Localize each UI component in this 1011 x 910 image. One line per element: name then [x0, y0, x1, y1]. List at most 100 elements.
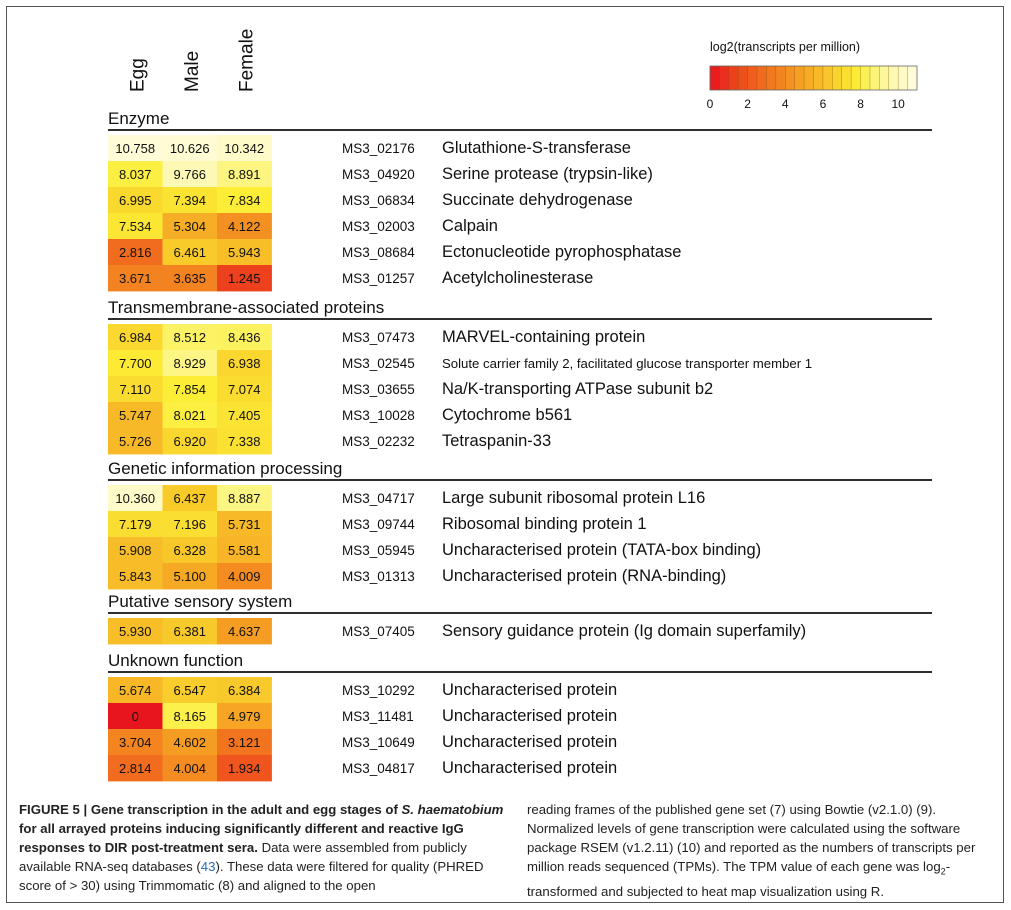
legend-tick-label: 2	[744, 97, 751, 111]
heatmap-cell	[108, 187, 163, 214]
heatmap-cell	[217, 187, 272, 214]
heatmap-cell	[162, 213, 218, 240]
gene-name: Cytochrome b561	[442, 406, 572, 424]
cell-value-label: 5.908	[119, 543, 152, 558]
cell-value-label: 7.338	[228, 434, 261, 449]
gene-name: Uncharacterised protein	[442, 759, 617, 777]
gene-id: MS3_08684	[342, 245, 415, 260]
gene-id: MS3_10292	[342, 683, 415, 698]
column-header-egg: Egg	[127, 58, 148, 92]
legend-border	[709, 65, 918, 91]
legend-swatch	[766, 66, 777, 90]
heatmap-cell	[108, 161, 163, 188]
cell-value-label: 7.405	[228, 408, 261, 423]
gene-id: MS3_02003	[342, 219, 415, 234]
legend-title: log2(transcripts per million)	[710, 40, 860, 54]
cell-value-label: 6.995	[119, 193, 152, 208]
heatmap-row: 5.843 5.100 4.009 MS3_01313 Uncharacterised …	[108, 563, 726, 590]
heatmap-cell	[162, 376, 218, 403]
caption-subscript: 2	[940, 866, 946, 877]
heatmap-cell	[217, 563, 272, 590]
caption-ref-link[interactable]: 43	[200, 859, 216, 874]
gene-name: Calpain	[442, 217, 498, 235]
heatmap-cell	[162, 511, 218, 538]
cell-value-label: 5.304	[173, 219, 206, 234]
cell-value-label: 1.245	[228, 271, 261, 286]
cell-value-label: 7.394	[173, 193, 206, 208]
gene-name: Uncharacterised protein	[442, 733, 617, 751]
group-putative-sensory-system: Putative sensory system 5.930 6.381 4.637 MS…	[108, 592, 932, 645]
heatmap-cell	[108, 213, 163, 240]
heatmap-cell	[162, 618, 218, 645]
legend-tick-label: 10	[892, 97, 906, 111]
gene-id: MS3_04717	[342, 491, 415, 506]
gene-name: Na/K-transporting ATPase subunit b2	[442, 380, 713, 398]
gene-id: MS3_07405	[342, 624, 415, 639]
heatmap-cell	[108, 537, 163, 564]
heatmap-cell	[162, 563, 218, 590]
heatmap-row: 10.360 6.437 8.887 MS3_04717 Large subunit r…	[108, 485, 705, 512]
cell-value-label: 6.984	[119, 330, 152, 345]
heatmap-row: 10.758 10.626 10.342 MS3_02176 Glutathione-S…	[108, 135, 631, 162]
cell-value-label: 8.436	[228, 330, 261, 345]
heatmap-cell	[217, 537, 272, 564]
caption-right-text-2: -transformed and subjected to heat map v…	[527, 859, 951, 899]
heatmap-cell	[217, 265, 272, 292]
caption-species: S. haematobium	[401, 802, 504, 817]
column-header-female: Female	[236, 29, 257, 92]
heatmap-row: 3.671 3.635 1.245 MS3_01257 Acetylcholineste…	[108, 265, 593, 292]
cell-value-label: 4.122	[228, 219, 261, 234]
legend-swatch	[710, 66, 720, 90]
cell-value-label: 5.674	[119, 683, 152, 698]
heatmap-cell	[217, 428, 272, 455]
heatmap-cell	[217, 135, 272, 162]
group-transmembrane-associated-proteins: Transmembrane-associated proteins 6.984 8.…	[108, 298, 932, 455]
heatmap-cell	[108, 677, 163, 704]
heatmap-cell	[217, 485, 272, 512]
cell-value-label: 8.165	[173, 709, 206, 724]
heatmap-row: 5.930 6.381 4.637 MS3_07405 Sensory guidance…	[108, 618, 806, 645]
heatmap-row: 7.179 7.196 5.731 MS3_09744 Ribosomal bindin…	[108, 511, 647, 538]
cell-value-label: 7.854	[173, 382, 206, 397]
legend-swatch	[719, 66, 730, 90]
heatmap-row: 8.037 9.766 8.891 MS3_04920 Serine protease …	[108, 161, 653, 188]
cell-value-label: 7.074	[228, 382, 261, 397]
gene-id: MS3_09744	[342, 517, 415, 532]
heatmap-cell	[162, 428, 218, 455]
gene-name: Tetraspanin-33	[442, 432, 551, 450]
gene-id: MS3_04817	[342, 761, 415, 776]
cell-value-label: 5.100	[173, 569, 206, 584]
cell-value-label: 6.547	[173, 683, 206, 698]
gene-name: Succinate dehydrogenase	[442, 191, 633, 209]
legend-swatch	[898, 66, 908, 90]
gene-name: Large subunit ribosomal protein L16	[442, 489, 705, 507]
gene-id: MS3_06834	[342, 193, 415, 208]
cell-value-label: 8.887	[228, 491, 261, 506]
heatmap-row: 7.534 5.304 4.122 MS3_02003 Calpain	[108, 213, 498, 240]
cell-value-label: 3.121	[228, 735, 261, 750]
legend-swatch	[775, 66, 786, 90]
heatmap-cell	[108, 350, 163, 377]
heatmap-cell	[217, 324, 272, 351]
legend-swatch	[728, 66, 739, 90]
legend-swatch	[757, 66, 767, 90]
cell-value-label: 4.602	[173, 735, 206, 750]
heatmap-cell	[162, 265, 218, 292]
gene-id: MS3_11481	[342, 709, 414, 724]
gene-id: MS3_02545	[342, 356, 415, 371]
heatmap-groups: Enzyme 10.758 10.626 10.342 MS3_02176 Glutath…	[108, 109, 932, 782]
gene-id: MS3_02176	[342, 141, 415, 156]
column-header-male: Male	[182, 51, 203, 92]
heatmap-row: 7.110 7.854 7.074 MS3_03655 Na/K-transportin…	[108, 376, 713, 403]
cell-value-label: 6.328	[173, 543, 206, 558]
heatmap-chart: Egg Male Female log2(transcripts per milli…	[108, 29, 932, 782]
cell-value-label: 3.671	[119, 271, 152, 286]
legend-swatch	[869, 66, 880, 90]
heatmap-cell	[217, 755, 272, 782]
gene-name: Solute carrier family 2, facilitated glu…	[442, 356, 812, 371]
cell-value-label: 5.581	[228, 543, 261, 558]
caption-left-text-2: ). These data were filtered for quality …	[19, 859, 484, 893]
heatmap-cell	[162, 135, 218, 162]
heatmap-cell	[108, 239, 163, 266]
gene-id: MS3_03655	[342, 382, 415, 397]
